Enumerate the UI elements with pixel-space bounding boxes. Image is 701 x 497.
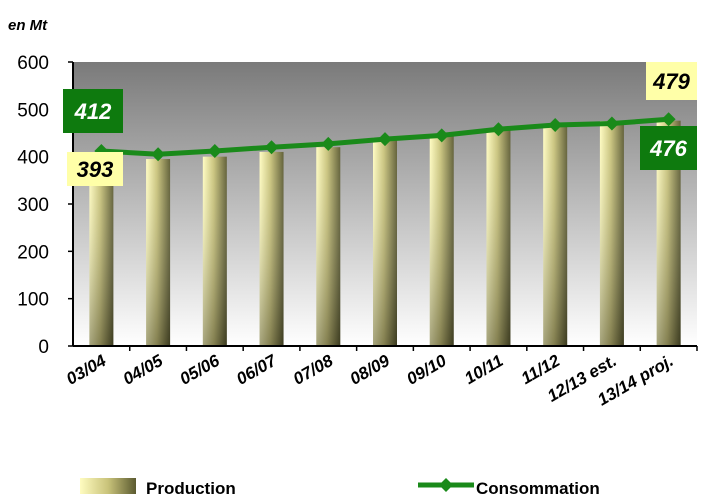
- production-bar-shade: [429, 135, 454, 346]
- production-bar-shade: [202, 156, 227, 346]
- y-tick-label: 400: [17, 148, 49, 169]
- y-tick-label: 500: [17, 100, 49, 121]
- consommation-point: [207, 143, 222, 158]
- consommation-data-label: 476: [649, 136, 687, 161]
- production-bar-shade: [486, 128, 511, 346]
- y-tick-label: 200: [17, 242, 49, 263]
- consommation-point: [491, 122, 506, 137]
- legend-consommation-label: Consommation: [476, 479, 600, 497]
- production-data-label-box: [646, 62, 697, 100]
- data-labels: 412 393 479 476: [63, 62, 697, 186]
- consommation-point: [151, 147, 166, 162]
- production-bar-shade: [373, 137, 397, 346]
- y-tick-label: 100: [17, 290, 49, 311]
- legend-production-label: Production: [146, 479, 236, 497]
- legend: Production Consommation: [80, 478, 600, 497]
- production-bar-shade: [599, 121, 624, 347]
- consommation-point: [264, 140, 279, 155]
- consommation-data-label-box: [63, 89, 123, 133]
- production-bar-shade: [543, 123, 568, 347]
- legend-consommation-marker: [439, 478, 453, 492]
- x-tick-label: 07/08: [290, 351, 337, 389]
- unit-label: en Mt: [8, 17, 48, 34]
- consommation-data-label: 412: [74, 99, 112, 124]
- production-bar-shade: [146, 159, 171, 346]
- production-bar-shade: [316, 147, 341, 346]
- production-data-label-box: [67, 152, 123, 186]
- consommation-point: [321, 136, 336, 151]
- consommation-point: [434, 128, 449, 143]
- y-tick-label: 300: [17, 195, 49, 216]
- x-tick-label: 04/05: [120, 351, 167, 389]
- y-tick-label: 600: [17, 53, 49, 74]
- x-tick-label: 06/07: [233, 350, 281, 388]
- production-bar-shade: [259, 151, 284, 346]
- x-tick-label: 03/04: [63, 351, 110, 389]
- consommation-data-label-box: [640, 126, 697, 170]
- x-tick-label: 08/09: [347, 351, 394, 389]
- consommation-point: [548, 117, 563, 132]
- production-bar-shade: [89, 159, 114, 346]
- x-tick-label: 10/11: [461, 351, 506, 388]
- consommation-point: [661, 112, 676, 127]
- production-bars: [89, 120, 681, 347]
- consommation-point: [604, 116, 619, 131]
- legend-production-swatch: [80, 478, 136, 494]
- production-data-label: 479: [652, 69, 690, 94]
- production-data-label: 393: [77, 157, 114, 182]
- consommation-line: [94, 112, 676, 162]
- y-tick-label: 0: [38, 337, 49, 358]
- consommation-point: [378, 132, 392, 147]
- x-tick-label: 09/10: [403, 351, 450, 389]
- x-tick-label: 05/06: [176, 351, 223, 389]
